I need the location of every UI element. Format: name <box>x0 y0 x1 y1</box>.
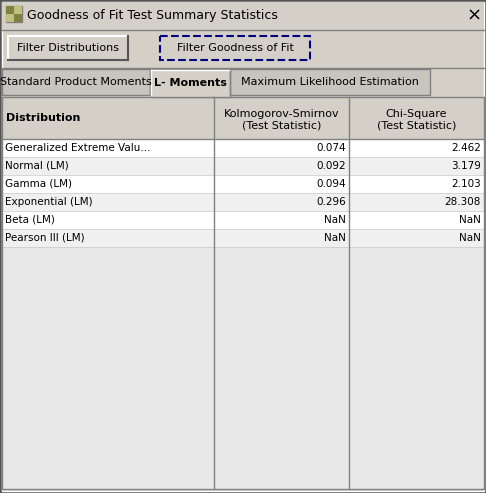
Bar <box>2 69 150 95</box>
Bar <box>2 211 484 229</box>
Bar <box>14 14 22 22</box>
Text: Exponential (LM): Exponential (LM) <box>5 197 93 207</box>
Text: 2.462: 2.462 <box>451 143 481 153</box>
Text: NaN: NaN <box>324 233 346 243</box>
Bar <box>160 36 310 60</box>
Text: Gamma (LM): Gamma (LM) <box>5 179 72 189</box>
Bar <box>2 2 484 30</box>
Text: Pearson III (LM): Pearson III (LM) <box>5 233 85 243</box>
Bar <box>2 69 150 95</box>
Text: Filter Goodness of Fit: Filter Goodness of Fit <box>176 43 294 53</box>
Text: NaN: NaN <box>324 215 346 225</box>
Bar <box>160 36 310 60</box>
Text: 0.296: 0.296 <box>316 197 346 207</box>
Text: 3.179: 3.179 <box>451 161 481 171</box>
Text: Standard Product Moments: Standard Product Moments <box>0 77 152 87</box>
Text: 2.103: 2.103 <box>451 179 481 189</box>
Bar <box>2 175 484 193</box>
Bar <box>2 229 484 247</box>
Bar <box>150 69 230 97</box>
Text: 28.308: 28.308 <box>445 197 481 207</box>
Text: NaN: NaN <box>459 215 481 225</box>
Bar <box>150 69 230 97</box>
Text: Filter Distributions: Filter Distributions <box>17 43 119 53</box>
Bar <box>2 157 484 175</box>
Bar <box>14 6 22 14</box>
Bar <box>2 247 484 489</box>
Text: 0.074: 0.074 <box>316 143 346 153</box>
Bar <box>2 97 484 139</box>
Text: Kolmogorov-Smirnov: Kolmogorov-Smirnov <box>224 109 339 119</box>
Text: (Test Statistic): (Test Statistic) <box>377 120 456 130</box>
Text: Distribution: Distribution <box>6 113 80 123</box>
Text: Beta (LM): Beta (LM) <box>5 215 55 225</box>
Text: 0.092: 0.092 <box>316 161 346 171</box>
Bar <box>230 69 430 95</box>
Text: ×: × <box>467 7 482 25</box>
Bar <box>2 139 484 157</box>
Text: Chi-Square: Chi-Square <box>386 109 447 119</box>
Bar <box>6 6 14 14</box>
Text: Maximum Likelihood Estimation: Maximum Likelihood Estimation <box>241 77 419 87</box>
Bar <box>6 14 14 22</box>
Text: Goodness of Fit Test Summary Statistics: Goodness of Fit Test Summary Statistics <box>27 9 278 23</box>
Bar <box>230 69 430 95</box>
Bar <box>2 193 484 211</box>
Bar <box>8 36 128 60</box>
Text: (Test Statistic): (Test Statistic) <box>242 120 321 130</box>
Text: Generalized Extreme Valu...: Generalized Extreme Valu... <box>5 143 151 153</box>
Text: 0.094: 0.094 <box>316 179 346 189</box>
Text: L- Moments: L- Moments <box>154 78 226 88</box>
Bar <box>6 6 22 22</box>
Text: Normal (LM): Normal (LM) <box>5 161 69 171</box>
Text: NaN: NaN <box>459 233 481 243</box>
